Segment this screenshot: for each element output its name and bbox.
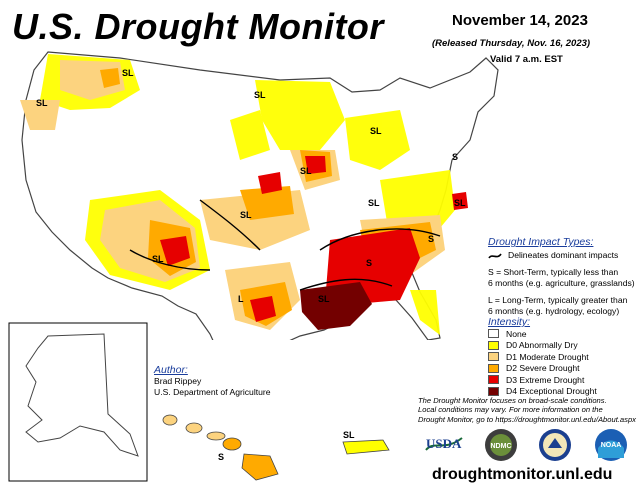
label-sl-va: SL xyxy=(454,198,466,208)
intensity-row: None xyxy=(488,328,597,340)
intensity-row: D0 Abnormally Dry xyxy=(488,340,597,352)
conus-drought-map: SL SL SL SL SL SL SL SL S S S SL L SL xyxy=(20,51,499,340)
intensity-label: D2 Severe Drought xyxy=(506,363,580,374)
label-sl-nw: SL xyxy=(122,68,134,78)
impact-legend-title: Drought Impact Types: xyxy=(488,236,594,248)
intensity-label: D3 Extreme Drought xyxy=(506,374,585,385)
usda-logo: USDA xyxy=(424,430,464,458)
intensity-swatch xyxy=(488,386,499,396)
intensity-label: None xyxy=(506,328,527,339)
author-name: Brad Rippey xyxy=(154,376,202,386)
impact-labels: SL SL SL SL SL SL SL SL S S S SL L SL xyxy=(36,68,466,304)
puerto-rico-inset: SL xyxy=(342,430,390,455)
label-sl-oh: SL xyxy=(368,198,380,208)
intensity-row: D1 Moderate Drought xyxy=(488,351,597,363)
label-sl-mi: SL xyxy=(370,126,382,136)
intensity-title: Intensity: xyxy=(488,316,531,328)
footnote-line2: Local conditions may vary. For more info… xyxy=(418,405,603,415)
long-term-line1: L = Long-Term, typically greater than xyxy=(488,295,628,305)
impact-lines xyxy=(129,199,441,291)
author-block: Author: Brad Rippey U.S. Department of A… xyxy=(154,364,271,398)
ndmc-logo: NDMC xyxy=(484,428,518,462)
hawaii-island xyxy=(241,453,279,481)
short-term-line2: 6 months (e.g. agriculture, grasslands) xyxy=(488,278,635,288)
intensity-label: D1 Moderate Drought xyxy=(506,351,589,362)
delineate-text: Delineates dominant impacts xyxy=(508,250,619,260)
label-sl-la: SL xyxy=(318,294,330,304)
oahu-island xyxy=(185,422,203,434)
noaa-logo: NOAA xyxy=(594,428,628,462)
label-sl-nm: SL xyxy=(152,254,164,264)
map-title: U.S. Drought Monitor xyxy=(12,6,384,47)
intensity-row: D3 Extreme Drought xyxy=(488,374,597,386)
label-sl-ia: SL xyxy=(300,166,312,176)
doc-seal-logo xyxy=(538,428,572,462)
delineate-row: Delineates dominant impacts xyxy=(488,250,640,261)
valid-time: Valid 7 a.m. EST xyxy=(490,54,563,65)
intensity-swatch xyxy=(488,329,499,339)
label-sl-pr: SL xyxy=(343,430,355,440)
long-term-line2: 6 months (e.g. hydrology, ecology) xyxy=(488,306,620,316)
release-date: (Released Thursday, Nov. 16, 2023) xyxy=(432,38,591,49)
intensity-rows: None D0 Abnormally Dry D1 Moderate Drought… xyxy=(488,328,597,397)
intensity-legend: Intensity: None D0 Abnormally Dry D1 Moder… xyxy=(488,316,597,397)
footnote-line1: The Drought Monitor focuses on broad-sca… xyxy=(418,396,607,405)
website-url: droughtmonitor.unl.edu xyxy=(432,466,613,483)
kauai-island xyxy=(162,414,178,426)
intensity-label: D4 Exceptional Drought xyxy=(506,386,597,397)
intensity-row: D2 Severe Drought xyxy=(488,363,597,375)
intensity-swatch xyxy=(488,363,499,373)
hawaii-inset: S xyxy=(162,414,279,481)
footnote-line3: Drought Monitor, go to https://droughtmo… xyxy=(418,414,636,424)
alaska-inset xyxy=(8,322,148,482)
maui-island xyxy=(222,437,242,451)
delineate-line-icon xyxy=(488,252,502,259)
intensity-row: D4 Exceptional Drought xyxy=(488,386,597,398)
author-title: Author: xyxy=(154,364,188,376)
author-org: U.S. Department of Agriculture xyxy=(154,387,271,397)
svg-text:NOAA: NOAA xyxy=(601,442,622,449)
map-date: November 14, 2023 xyxy=(452,12,588,29)
intensity-label: D0 Abnormally Dry xyxy=(506,340,578,351)
d4-areas xyxy=(300,282,372,330)
label-sl-ks: SL xyxy=(240,210,252,220)
label-sl-wa: SL xyxy=(36,98,48,108)
molokai-island xyxy=(206,431,226,441)
label-s-hi: S xyxy=(218,452,224,462)
short-term-line1: S = Short-Term, typically less than xyxy=(488,267,619,277)
footnote: The Drought Monitor focuses on broad-sca… xyxy=(418,396,640,424)
puerto-rico-outline xyxy=(342,439,390,455)
svg-text:USDA: USDA xyxy=(426,436,462,451)
intensity-swatch xyxy=(488,352,499,362)
label-l-tx: L xyxy=(238,294,244,304)
intensity-swatch xyxy=(488,375,499,385)
alaska-outline xyxy=(25,333,139,457)
label-s-pa: S xyxy=(452,152,458,162)
label-sl-nd: SL xyxy=(254,90,266,100)
intensity-swatch xyxy=(488,340,499,350)
impact-legend: Drought Impact Types: Delineates dominan… xyxy=(488,236,640,317)
svg-text:NDMC: NDMC xyxy=(491,443,512,450)
label-s-nc: S xyxy=(428,234,434,244)
label-s-tn: S xyxy=(366,258,372,268)
